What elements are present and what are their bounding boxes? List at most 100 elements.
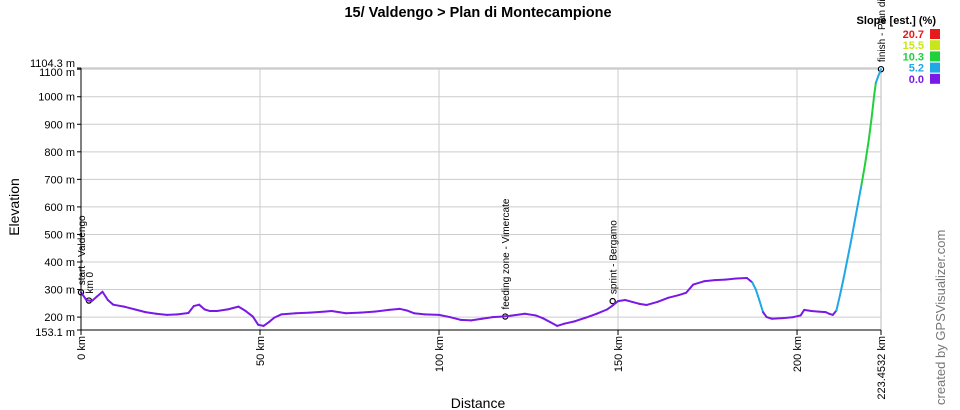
profile-segment (645, 300, 659, 306)
profile-segment (226, 305, 240, 311)
y-tick-label: 300 m (44, 285, 75, 297)
profile-segment (133, 308, 147, 314)
y-tick-label: 500 m (44, 229, 75, 241)
profile-segment (549, 321, 559, 327)
profile-segment (267, 316, 276, 324)
axes: 153.1 m 200 m 300 m 400 m 500 m 600 m 700 m 800… (30, 58, 888, 400)
x-tick-label: 223.4532 km (876, 336, 888, 400)
profile-segment (187, 305, 195, 314)
profile-segment (873, 81, 877, 98)
profile-segment (751, 281, 757, 291)
y-tick-label: 200 m (44, 312, 75, 324)
profile-segment (846, 241, 852, 262)
profile-segment (856, 183, 863, 206)
profile-segment (617, 299, 627, 303)
profile-segment (877, 68, 882, 78)
profile-segment (448, 316, 462, 321)
profile-segment (849, 222, 856, 244)
legend-entry-label: 20.7 (903, 29, 924, 41)
legend-swatch (930, 62, 940, 73)
profile-segment (606, 304, 614, 311)
credit-text: created by GPSVisualizer.com (933, 229, 948, 405)
profile-segment (713, 278, 727, 282)
profile-segment (656, 296, 670, 303)
legend-swatch (930, 51, 940, 62)
waypoint-label: feeding zone - Vimercate (501, 198, 512, 309)
profile-segment (631, 300, 641, 305)
profile-segment (280, 312, 297, 316)
chart-title: 15/ Valdengo > Plan di Montecampione (344, 5, 611, 21)
profile-segment (860, 163, 867, 186)
plot-frame (80, 67, 882, 331)
profile-segment (344, 311, 362, 315)
profile-segment (762, 311, 768, 319)
legend-entry-label: 10.3 (903, 51, 924, 63)
profile-segment (337, 311, 347, 315)
x-tick-label: 100 km (434, 336, 446, 372)
profile-segment (330, 310, 340, 314)
profile-segment (624, 299, 634, 303)
profile-segment (781, 316, 795, 320)
profile-segment (262, 321, 270, 327)
profile-segment (677, 291, 688, 297)
profile-segment (638, 302, 648, 306)
profile-segment (373, 308, 390, 313)
y-tick-label: 1100 m (39, 67, 75, 79)
profile-segment (438, 313, 451, 319)
profile-segment (412, 312, 426, 316)
y-axis-label: Elevation (6, 178, 22, 236)
profile-segment (359, 310, 376, 314)
legend-title: Slope [est.] (%) (857, 15, 937, 27)
profile-segment (692, 280, 705, 286)
profile-segment (595, 308, 609, 315)
profile-segment (90, 295, 99, 303)
grid-lines (80, 67, 882, 331)
profile-segment (509, 312, 526, 317)
y-tick-label: 900 m (44, 119, 75, 131)
profile-segment (702, 279, 716, 283)
profile-segment (534, 314, 544, 320)
profile-segment (470, 317, 483, 322)
profile-segment (237, 305, 247, 313)
x-tick-label: 0 km (76, 336, 88, 360)
profile-segment (80, 291, 88, 302)
profile-segment (155, 312, 168, 316)
profile-segment (817, 310, 827, 314)
x-tick-label: 200 km (792, 336, 804, 372)
waypoint-label: km 0 (85, 271, 96, 293)
waypoint-label: start - Valdengo (77, 215, 88, 285)
profile-segment (835, 294, 841, 312)
x-tick-label: 150 km (613, 336, 625, 372)
profile-segment (754, 288, 761, 302)
profile-segment (491, 315, 505, 319)
profile-segment (758, 299, 765, 314)
x-tick-label: 50 km (255, 336, 267, 366)
profile-segment (323, 310, 333, 313)
waypoint-marker (609, 297, 616, 305)
elevation-profile (80, 68, 882, 327)
profile-segment (735, 276, 748, 280)
profile-segment (112, 303, 125, 308)
profile-segment (770, 317, 784, 320)
y-tick-label: 400 m (44, 257, 75, 269)
slope-legend: Slope [est.] (%) 20.715.510.35.20.0 (857, 15, 940, 86)
y-tick-label: 700 m (44, 174, 75, 186)
profile-segment (251, 315, 260, 326)
profile-segment (810, 310, 820, 313)
profile-segment (574, 316, 587, 323)
profile-segment (870, 95, 876, 120)
y-tick-label: 600 m (44, 202, 75, 214)
profile-segment (584, 312, 598, 319)
profile-segment (309, 310, 326, 314)
y-tick-label: 1000 m (38, 92, 75, 104)
profile-segment (724, 277, 738, 281)
profile-segment (799, 308, 806, 317)
profile-segment (867, 117, 873, 142)
profile-segment (803, 308, 813, 313)
y-tick-label: 800 m (44, 147, 75, 159)
profile-segment (792, 314, 802, 319)
profile-segment (198, 303, 206, 311)
profile-segment (459, 318, 473, 322)
profile-segment (176, 311, 190, 316)
